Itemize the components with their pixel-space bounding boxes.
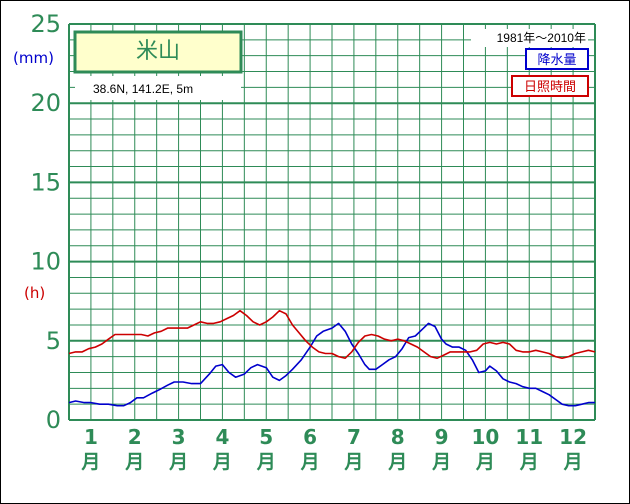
x-tick-month-number: 6 — [303, 425, 317, 449]
station-name: 米山 — [136, 39, 180, 64]
x-tick-month-number: 2 — [128, 425, 142, 449]
sunshine-unit-label: (h) — [24, 284, 45, 302]
x-tick-month-number: 3 — [172, 425, 186, 449]
station-name-box — [73, 30, 243, 74]
x-tick-month-char: 月 — [212, 451, 232, 473]
period-label: 1981年〜2010年 — [497, 31, 586, 45]
x-tick-month-number: 12 — [559, 425, 587, 449]
y-tick-label: 5 — [46, 327, 61, 355]
station-location: 38.6N, 141.2E, 5m — [93, 82, 193, 96]
x-tick-month-char: 月 — [563, 451, 583, 473]
precip-unit-label: (mm) — [13, 49, 54, 67]
legend-sunshine-box — [511, 75, 589, 97]
y-tick-label: 20 — [30, 89, 61, 117]
y-tick-label: 10 — [30, 248, 61, 276]
sunshine-line — [68, 309, 596, 360]
x-tick-month-char: 月 — [343, 451, 363, 473]
x-tick-month-number: 11 — [515, 425, 543, 449]
x-tick-month-char: 月 — [300, 451, 320, 473]
y-tick-label: 25 — [30, 10, 61, 38]
x-tick-month-number: 5 — [259, 425, 273, 449]
x-tick-month-char: 月 — [475, 451, 495, 473]
x-tick-month-char: 月 — [80, 451, 100, 473]
x-tick-month-number: 7 — [347, 425, 361, 449]
x-tick-month-char: 月 — [387, 451, 407, 473]
y-tick-label: 0 — [46, 406, 61, 434]
x-tick-month-char: 月 — [124, 451, 144, 473]
location-box — [75, 76, 241, 100]
x-tick-month-char: 月 — [431, 451, 451, 473]
series-lines — [68, 309, 596, 407]
grid — [68, 23, 596, 421]
precipitation-line — [68, 322, 595, 407]
legend-precip-label: 降水量 — [537, 53, 576, 68]
x-tick-month-number: 8 — [391, 425, 405, 449]
x-tick-month-number: 10 — [471, 425, 499, 449]
period-box — [471, 29, 588, 47]
legend-precip-box — [525, 48, 589, 70]
y-tick-label: 15 — [30, 168, 61, 196]
x-tick-month-number: 4 — [215, 425, 229, 449]
x-tick-month-char: 月 — [256, 451, 276, 473]
y-axis-ticks: 0 5 10 15 20 25 — [30, 10, 61, 434]
legend-sunshine-label: 日照時間 — [524, 80, 576, 95]
x-tick-month-char: 月 — [168, 451, 188, 473]
x-tick-month-number: 9 — [435, 425, 449, 449]
x-tick-month-number: 1 — [84, 425, 98, 449]
x-tick-month-char: 月 — [519, 451, 539, 473]
